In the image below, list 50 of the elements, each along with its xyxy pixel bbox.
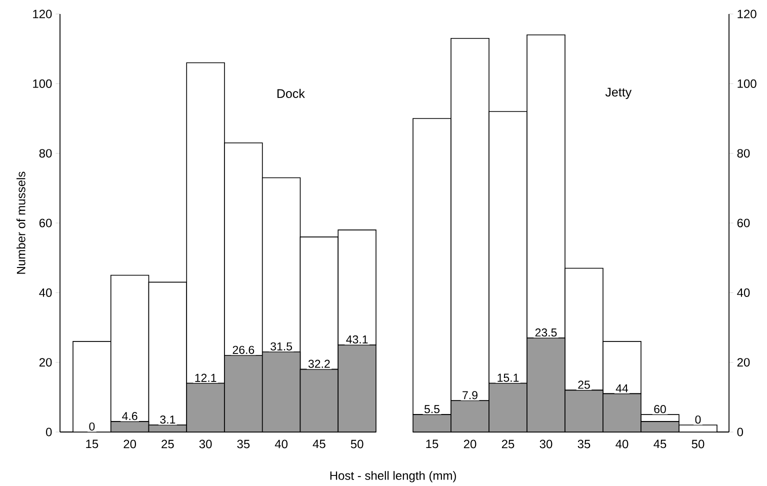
annotation: 0 (89, 422, 95, 431)
y-tick-label: 80 (39, 149, 52, 158)
x-tick-label: 30 (540, 440, 552, 448)
annotation: 12.1 (195, 374, 216, 382)
annotation: 26.6 (232, 346, 254, 354)
x-tick-label: 40 (274, 440, 288, 448)
annotation: 7.9 (462, 391, 478, 400)
annotation: 43.1 (346, 336, 368, 344)
y-tick-label: 100 (33, 80, 52, 88)
y-tick-label: 120 (33, 10, 52, 18)
y-tick-label: 20 (737, 358, 750, 367)
y-tick-label: 80 (737, 149, 750, 158)
x-tick-label: 40 (616, 440, 628, 448)
annotation: 4.6 (122, 412, 138, 420)
annotation: 23.5 (535, 328, 557, 337)
y-tick-label: 60 (737, 218, 750, 228)
x-tick-label: 15 (426, 440, 438, 448)
text: Dock (277, 89, 305, 98)
annotation: 15.1 (498, 374, 519, 382)
annotation: 5.5 (424, 405, 440, 414)
text: Jetty (605, 88, 632, 100)
annotation: 60 (654, 405, 666, 414)
annotation: 0 (695, 416, 701, 424)
x-tick-label: 35 (237, 440, 250, 448)
x-tick-label: 20 (124, 440, 136, 448)
y-tick-label: 0 (46, 428, 52, 436)
annotation: 3.1 (160, 416, 176, 424)
annotation: 31.5 (270, 342, 292, 351)
x-tick-label: 35 (578, 440, 590, 448)
y-tick-label: 40 (737, 288, 750, 298)
annotation: 32.2 (308, 360, 330, 368)
x-tick-label: 25 (502, 440, 514, 448)
x-tick-label: 50 (350, 440, 364, 448)
annotation: 44 (616, 384, 628, 392)
x-tick-label: 30 (199, 440, 212, 448)
x-tick-label: 50 (692, 440, 704, 448)
x-axis-title: Host - shell length (mm) (330, 471, 456, 482)
x-tick-label: 20 (464, 440, 476, 448)
x-tick-label: 25 (162, 440, 174, 448)
annotation: 25 (578, 380, 590, 389)
x-tick-label: 45 (312, 440, 326, 448)
y-tick-label: 0 (737, 428, 744, 436)
y-tick-label: 40 (39, 288, 52, 298)
y-tick-label: 120 (738, 10, 756, 18)
x-tick-label: 15 (86, 440, 98, 448)
y-tick-label: 20 (39, 358, 52, 367)
y-tick-label: 60 (39, 218, 52, 228)
y-axis-title: Number of mussels (16, 172, 26, 274)
x-tick-label: 45 (654, 440, 666, 448)
y-tick-label: 100 (738, 80, 756, 88)
